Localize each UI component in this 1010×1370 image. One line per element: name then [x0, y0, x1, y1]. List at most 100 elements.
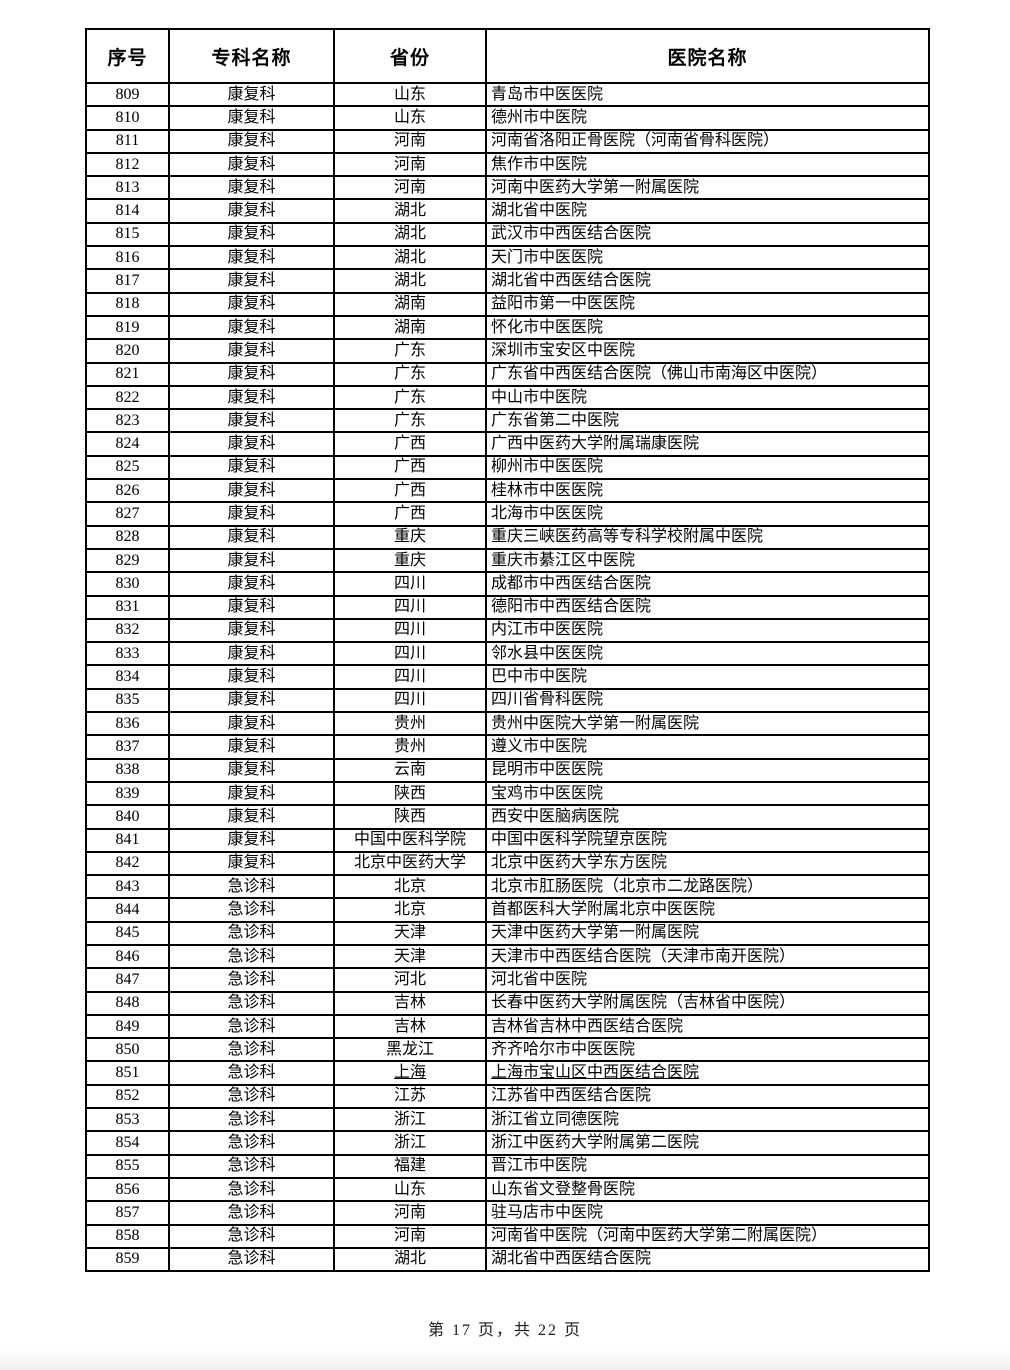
cell-specialty: 急诊科 — [168, 1037, 335, 1063]
cell-hospital: 德州市中医院 — [485, 105, 930, 131]
cell-number: 853 — [85, 1107, 170, 1133]
page-bottom-shade — [0, 1348, 1010, 1370]
cell-hospital: 北海市中医医院 — [485, 501, 930, 527]
cell-number: 827 — [85, 501, 170, 527]
cell-specialty: 康复科 — [168, 664, 335, 690]
cell-province: 陕西 — [333, 804, 487, 830]
table-row: 828 康复科 重庆 重庆三峡医药高等专科学校附属中医院 — [85, 524, 930, 550]
cell-province: 贵州 — [333, 711, 487, 737]
cell-hospital: 广西中医药大学附属瑞康医院 — [485, 431, 930, 457]
cell-specialty: 康复科 — [168, 361, 335, 387]
col-header-province: 省份 — [333, 28, 487, 84]
table-row: 822 康复科 广东 中山市中医院 — [85, 384, 930, 411]
cell-specialty: 康复科 — [168, 198, 335, 224]
cell-hospital: 贵州中医院大学第一附属医院 — [485, 711, 930, 737]
table-row: 844 急诊科 北京 首都医科大学附属北京中医医院 — [85, 897, 930, 923]
table-row: 819 康复科 湖南 怀化市中医医院 — [85, 314, 930, 341]
cell-hospital: 西安中医脑病医院 — [485, 804, 930, 830]
cell-province: 陕西 — [333, 780, 487, 807]
cell-province: 北京 — [333, 874, 487, 900]
cell-hospital: 湖北省中医院 — [485, 198, 930, 224]
table-row: 849 急诊科 吉林 吉林省吉林中西医结合医院 — [85, 1013, 930, 1040]
cell-hospital: 天门市中医医院 — [485, 245, 930, 271]
table-row: 838 康复科 云南 昆明市中医医院 — [85, 757, 930, 783]
cell-hospital: 湖北省中西医结合医院 — [485, 268, 930, 294]
cell-specialty: 康复科 — [168, 105, 335, 131]
cell-specialty: 康复科 — [168, 384, 335, 411]
cell-number: 840 — [85, 804, 170, 830]
cell-number: 844 — [85, 897, 170, 923]
cell-province: 黑龙江 — [333, 1037, 487, 1063]
hospital-table: 序号 专科名称 省份 医院名称 809 康复科 山东 青岛市中医医院 810 康复科 山东德… — [85, 28, 930, 1273]
cell-specialty: 康复科 — [168, 780, 335, 807]
cell-hospital: 武汉市中西医结合医院 — [485, 221, 930, 248]
table-row: 847 急诊科 河北 河北省中医院 — [85, 967, 930, 993]
cell-specialty: 康复科 — [168, 641, 335, 667]
cell-hospital: 内江市中医医院 — [485, 617, 930, 644]
cell-specialty: 康复科 — [168, 314, 335, 341]
cell-hospital: 巴中市中医院 — [485, 664, 930, 690]
cell-province: 北京 — [333, 897, 487, 923]
cell-hospital: 中国中医科学院望京医院 — [485, 827, 930, 853]
cell-number: 824 — [85, 431, 170, 457]
cell-province: 四川 — [333, 641, 487, 667]
table-row: 850 急诊科 黑龙江 齐齐哈尔市中医医院 — [85, 1037, 930, 1063]
cell-province: 广东 — [333, 384, 487, 411]
cell-number: 811 — [85, 128, 170, 154]
table-row: 834 康复科 四川 巴中市中医院 — [85, 664, 930, 690]
cell-number: 831 — [85, 594, 170, 620]
cell-number: 830 — [85, 571, 170, 597]
table-row: 829 康复科 重庆 重庆市綦江区中医院 — [85, 547, 930, 574]
table-row: 820 康复科 广东 深圳市宝安区中医院 — [85, 338, 930, 364]
cell-province: 浙江 — [333, 1107, 487, 1133]
cell-number: 826 — [85, 478, 170, 504]
cell-specialty: 康复科 — [168, 850, 335, 877]
cell-specialty: 康复科 — [168, 501, 335, 527]
cell-specialty: 康复科 — [168, 128, 335, 154]
cell-province: 江苏 — [333, 1083, 487, 1110]
cell-hospital: 河南省洛阳正骨医院（河南省骨科医院） — [485, 128, 930, 154]
cell-hospital: 怀化市中医医院 — [485, 314, 930, 341]
cell-number: 820 — [85, 338, 170, 364]
cell-hospital: 成都市中西医结合医院 — [485, 571, 930, 597]
cell-hospital: 晋江市中医院 — [485, 1153, 930, 1179]
cell-province: 上海 — [333, 1060, 487, 1086]
cell-province: 云南 — [333, 757, 487, 783]
cell-province: 湖南 — [333, 291, 487, 317]
cell-province: 四川 — [333, 617, 487, 644]
cell-hospital: 河北省中医院 — [485, 967, 930, 993]
cell-hospital: 湖北省中西医结合医院 — [485, 1246, 930, 1273]
cell-number: 825 — [85, 454, 170, 481]
table-row: 841 康复科 中国中医科学院 中国中医科学院望京医院 — [85, 827, 930, 853]
table-row: 833 康复科 四川 邻水县中医医院 — [85, 641, 930, 667]
cell-specialty: 康复科 — [168, 431, 335, 457]
table-row: 846 急诊科 天津 天津市中西医结合医院（天津市南开医院） — [85, 943, 930, 970]
cell-number: 855 — [85, 1153, 170, 1179]
cell-hospital: 北京市肛肠医院（北京市二龙路医院） — [485, 874, 930, 900]
cell-province: 广西 — [333, 431, 487, 457]
cell-hospital: 焦作市中医院 — [485, 151, 930, 178]
cell-specialty: 康复科 — [168, 711, 335, 737]
cell-province: 湖北 — [333, 245, 487, 271]
cell-specialty: 康复科 — [168, 804, 335, 830]
table-row: 813 康复科 河南 河南中医药大学第一附属医院 — [85, 175, 930, 201]
table-row: 824 康复科 广西 广西中医药大学附属瑞康医院 — [85, 431, 930, 457]
cell-province: 四川 — [333, 571, 487, 597]
cell-number: 848 — [85, 990, 170, 1016]
table-row: 825 康复科 广西 柳州市中医医院 — [85, 454, 930, 481]
cell-hospital: 宝鸡市中医医院 — [485, 780, 930, 807]
cell-number: 812 — [85, 151, 170, 178]
table-row: 817 康复科 湖北 湖北省中西医结合医院 — [85, 268, 930, 294]
table-row: 809 康复科 山东 青岛市中医医院 — [85, 81, 930, 108]
cell-province: 湖北 — [333, 268, 487, 294]
cell-specialty: 急诊科 — [168, 1107, 335, 1133]
cell-hospital: 四川省骨科医院 — [485, 687, 930, 714]
table-row: 852 急诊科 江苏 江苏省中西医结合医院 — [85, 1083, 930, 1110]
cell-number: 819 — [85, 314, 170, 341]
cell-hospital: 德阳市中西医结合医院 — [485, 594, 930, 620]
table-row: 812 康复科 河南 焦作市中医院 — [85, 151, 930, 178]
table-row: 827 康复科 广西 北海市中医医院 — [85, 501, 930, 527]
cell-hospital: 遵义市中医院 — [485, 734, 930, 760]
cell-number: 809 — [85, 81, 170, 108]
